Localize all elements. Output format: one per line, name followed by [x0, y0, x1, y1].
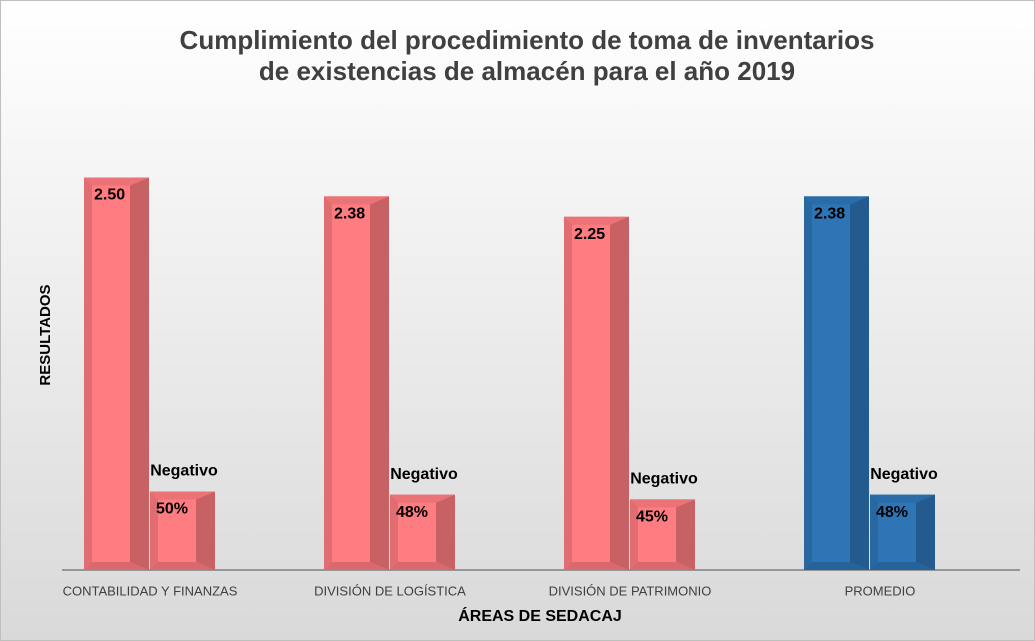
bar-side	[850, 196, 869, 570]
annotation: Negativo	[150, 463, 218, 480]
annotation: Negativo	[630, 471, 698, 488]
bar-bevel	[564, 216, 572, 570]
bar-bevel	[870, 562, 935, 570]
bar-bevel	[564, 562, 629, 570]
data-label: 2.50	[94, 187, 125, 204]
data-label: 2.25	[574, 226, 605, 243]
y-axis-label: RESULTADOS	[37, 284, 54, 385]
bar-bevel	[84, 177, 149, 186]
bar-bevel	[870, 494, 878, 570]
bar-bevel	[804, 196, 869, 205]
bar-bevel	[84, 177, 92, 570]
data-label: 50%	[156, 501, 188, 518]
bar-bevel	[564, 216, 629, 225]
data-label: 48%	[396, 504, 428, 521]
bar-side	[130, 177, 149, 570]
bar-bevel	[804, 562, 869, 570]
bar-side	[916, 494, 935, 570]
data-label: 48%	[876, 504, 908, 521]
bar-side	[196, 491, 215, 570]
bar-bevel	[390, 494, 455, 503]
bar-side	[610, 216, 629, 570]
bar-side	[676, 499, 695, 570]
bar-bevel	[630, 499, 695, 508]
bar-bevel	[324, 562, 389, 570]
chart-title: Cumplimiento del procedimiento de toma d…	[180, 25, 875, 55]
bar-side	[370, 196, 389, 570]
bar-bevel	[804, 196, 812, 570]
bar-bevel	[390, 494, 398, 570]
x-axis-label: ÁREAS DE SEDACAJ	[458, 606, 622, 625]
data-label: 45%	[636, 509, 668, 526]
bar-bevel	[630, 499, 638, 570]
data-label: 2.38	[334, 206, 365, 223]
bar-bevel	[150, 491, 158, 570]
annotation: Negativo	[390, 466, 458, 483]
x-tick-label: PROMEDIO	[845, 583, 916, 598]
chart-title: de existencias de almacén para el año 20…	[259, 56, 795, 86]
bar-bevel	[150, 491, 215, 500]
x-tick-label: DIVISIÓN DE PATRIMONIO	[549, 583, 712, 598]
bar-bevel	[150, 562, 215, 570]
x-tick-label: CONTABILIDAD Y FINANZAS	[63, 583, 238, 598]
annotation: Negativo	[870, 466, 938, 483]
bar-bevel	[870, 494, 935, 503]
data-label: 2.38	[814, 206, 845, 223]
bar-bevel	[324, 196, 389, 205]
bar-bevel	[630, 562, 695, 570]
x-tick-label: DIVISIÓN DE LOGÍSTICA	[314, 583, 466, 598]
bar-bevel	[324, 196, 332, 570]
bar-bevel	[84, 562, 149, 570]
bar-bevel	[390, 562, 455, 570]
bar-side	[436, 494, 455, 570]
